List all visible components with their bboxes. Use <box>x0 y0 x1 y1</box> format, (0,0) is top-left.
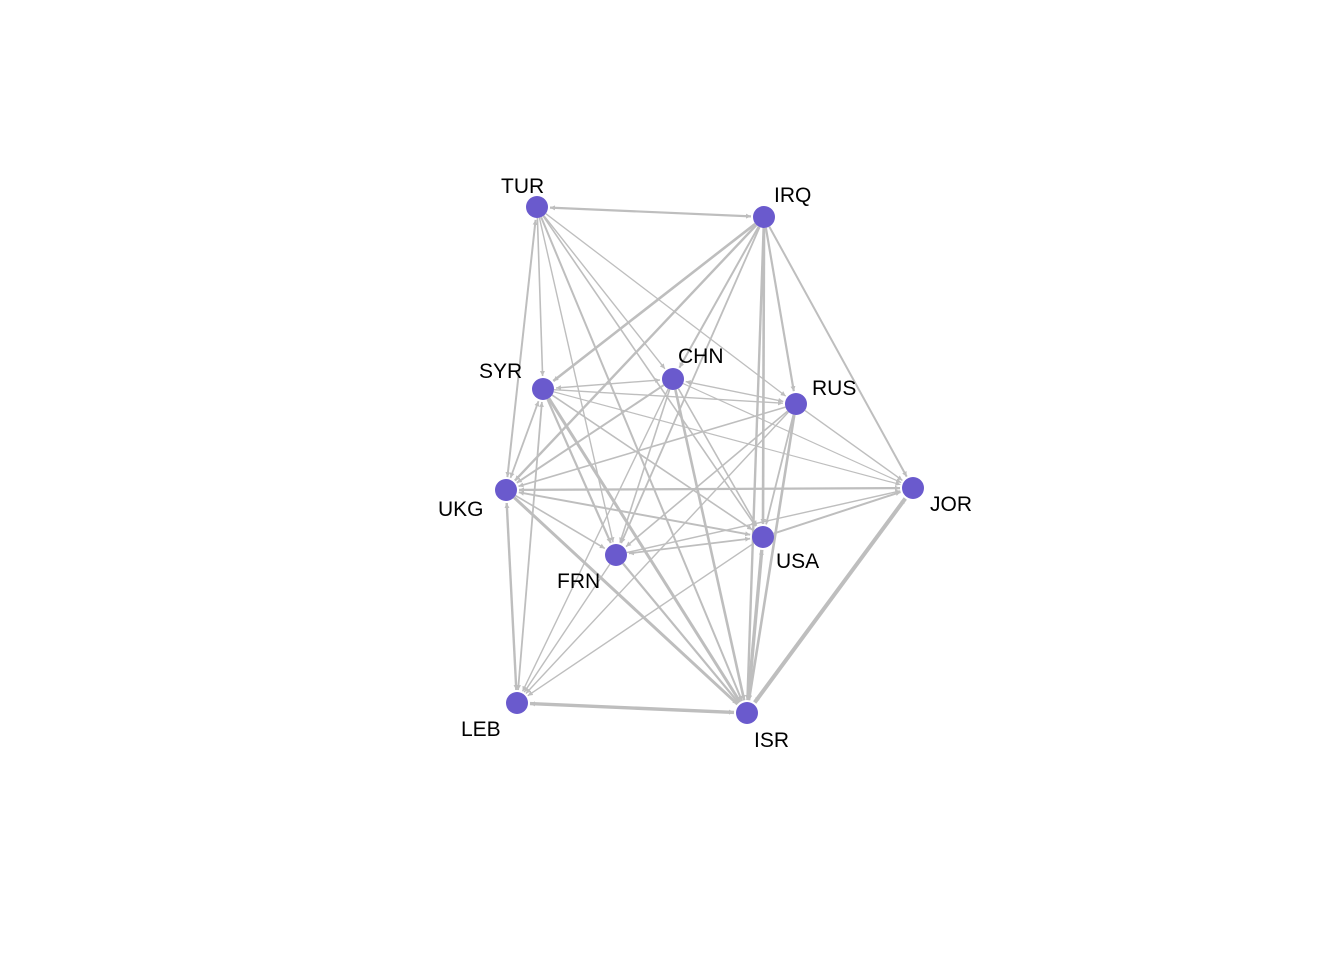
edge-syr-usa <box>551 394 753 531</box>
edge-irq-rus <box>764 227 796 392</box>
edge-irq-usa <box>760 227 766 525</box>
node-irq[interactable] <box>753 206 775 228</box>
node-label-usa: USA <box>776 550 819 573</box>
edge-tur-isr <box>540 216 743 702</box>
node-label-ukg: UKG <box>438 498 484 521</box>
node-tur[interactable] <box>526 196 548 218</box>
edge-irq-syr <box>552 222 757 383</box>
edge-tur-chn <box>543 215 666 370</box>
node-label-frn: FRN <box>557 570 600 593</box>
edge-irq-jor <box>768 226 908 478</box>
node-chn[interactable] <box>662 368 684 390</box>
edge-ukg-jor <box>518 485 901 493</box>
node-syr[interactable] <box>532 378 554 400</box>
edges-layer <box>504 205 908 715</box>
edge-frn-isr <box>622 562 740 704</box>
node-label-tur: TUR <box>501 175 544 198</box>
node-isr[interactable] <box>736 702 758 724</box>
edge-tur-frn <box>538 217 615 543</box>
edge-tur-usa <box>542 215 757 527</box>
edge-chn-leb <box>521 388 669 692</box>
node-usa[interactable] <box>752 526 774 548</box>
node-leb[interactable] <box>506 692 528 714</box>
edge-frn-usa <box>628 536 751 556</box>
edge-frn-leb <box>523 563 611 693</box>
nodes-layer <box>495 196 924 724</box>
edge-syr-leb <box>516 401 544 691</box>
node-label-rus: RUS <box>812 377 856 400</box>
edge-rus-jor <box>804 409 903 481</box>
node-ukg[interactable] <box>495 479 517 501</box>
edge-tur-ukg <box>505 219 538 478</box>
edge-ukg-usa <box>518 490 751 537</box>
edge-syr-frn <box>546 398 612 544</box>
edge-syr-chn <box>555 377 661 391</box>
node-label-chn: CHN <box>678 345 724 368</box>
node-label-isr: ISR <box>754 729 789 752</box>
node-rus[interactable] <box>785 393 807 415</box>
edge-rus-ukg <box>518 406 786 488</box>
edge-leb-isr <box>529 701 735 715</box>
edge-tur-rus <box>545 213 787 397</box>
node-label-syr: SYR <box>479 360 522 383</box>
edge-tur-irq <box>549 205 752 219</box>
edge-chn-rus <box>685 380 784 403</box>
edge-ukg-isr <box>513 496 739 706</box>
labels-layer: TUR IRQ SYR CHN RUS UKG JOR FRN USA LEB ISR <box>438 175 972 752</box>
edge-chn-frn <box>619 389 671 543</box>
node-label-leb: LEB <box>461 718 501 741</box>
node-frn[interactable] <box>605 544 627 566</box>
node-label-jor: JOR <box>930 493 972 516</box>
edge-irq-ukg <box>514 224 758 482</box>
edge-syr-jor <box>553 391 901 486</box>
node-jor[interactable] <box>902 477 924 499</box>
edge-jor-isr <box>753 497 907 704</box>
edge-usa-leb <box>527 542 755 697</box>
edge-chn-ukg <box>516 384 665 484</box>
node-label-irq: IRQ <box>774 184 811 207</box>
edge-ukg-leb <box>504 502 519 691</box>
edge-tur-syr <box>536 217 545 377</box>
edge-irq-chn <box>678 226 760 369</box>
